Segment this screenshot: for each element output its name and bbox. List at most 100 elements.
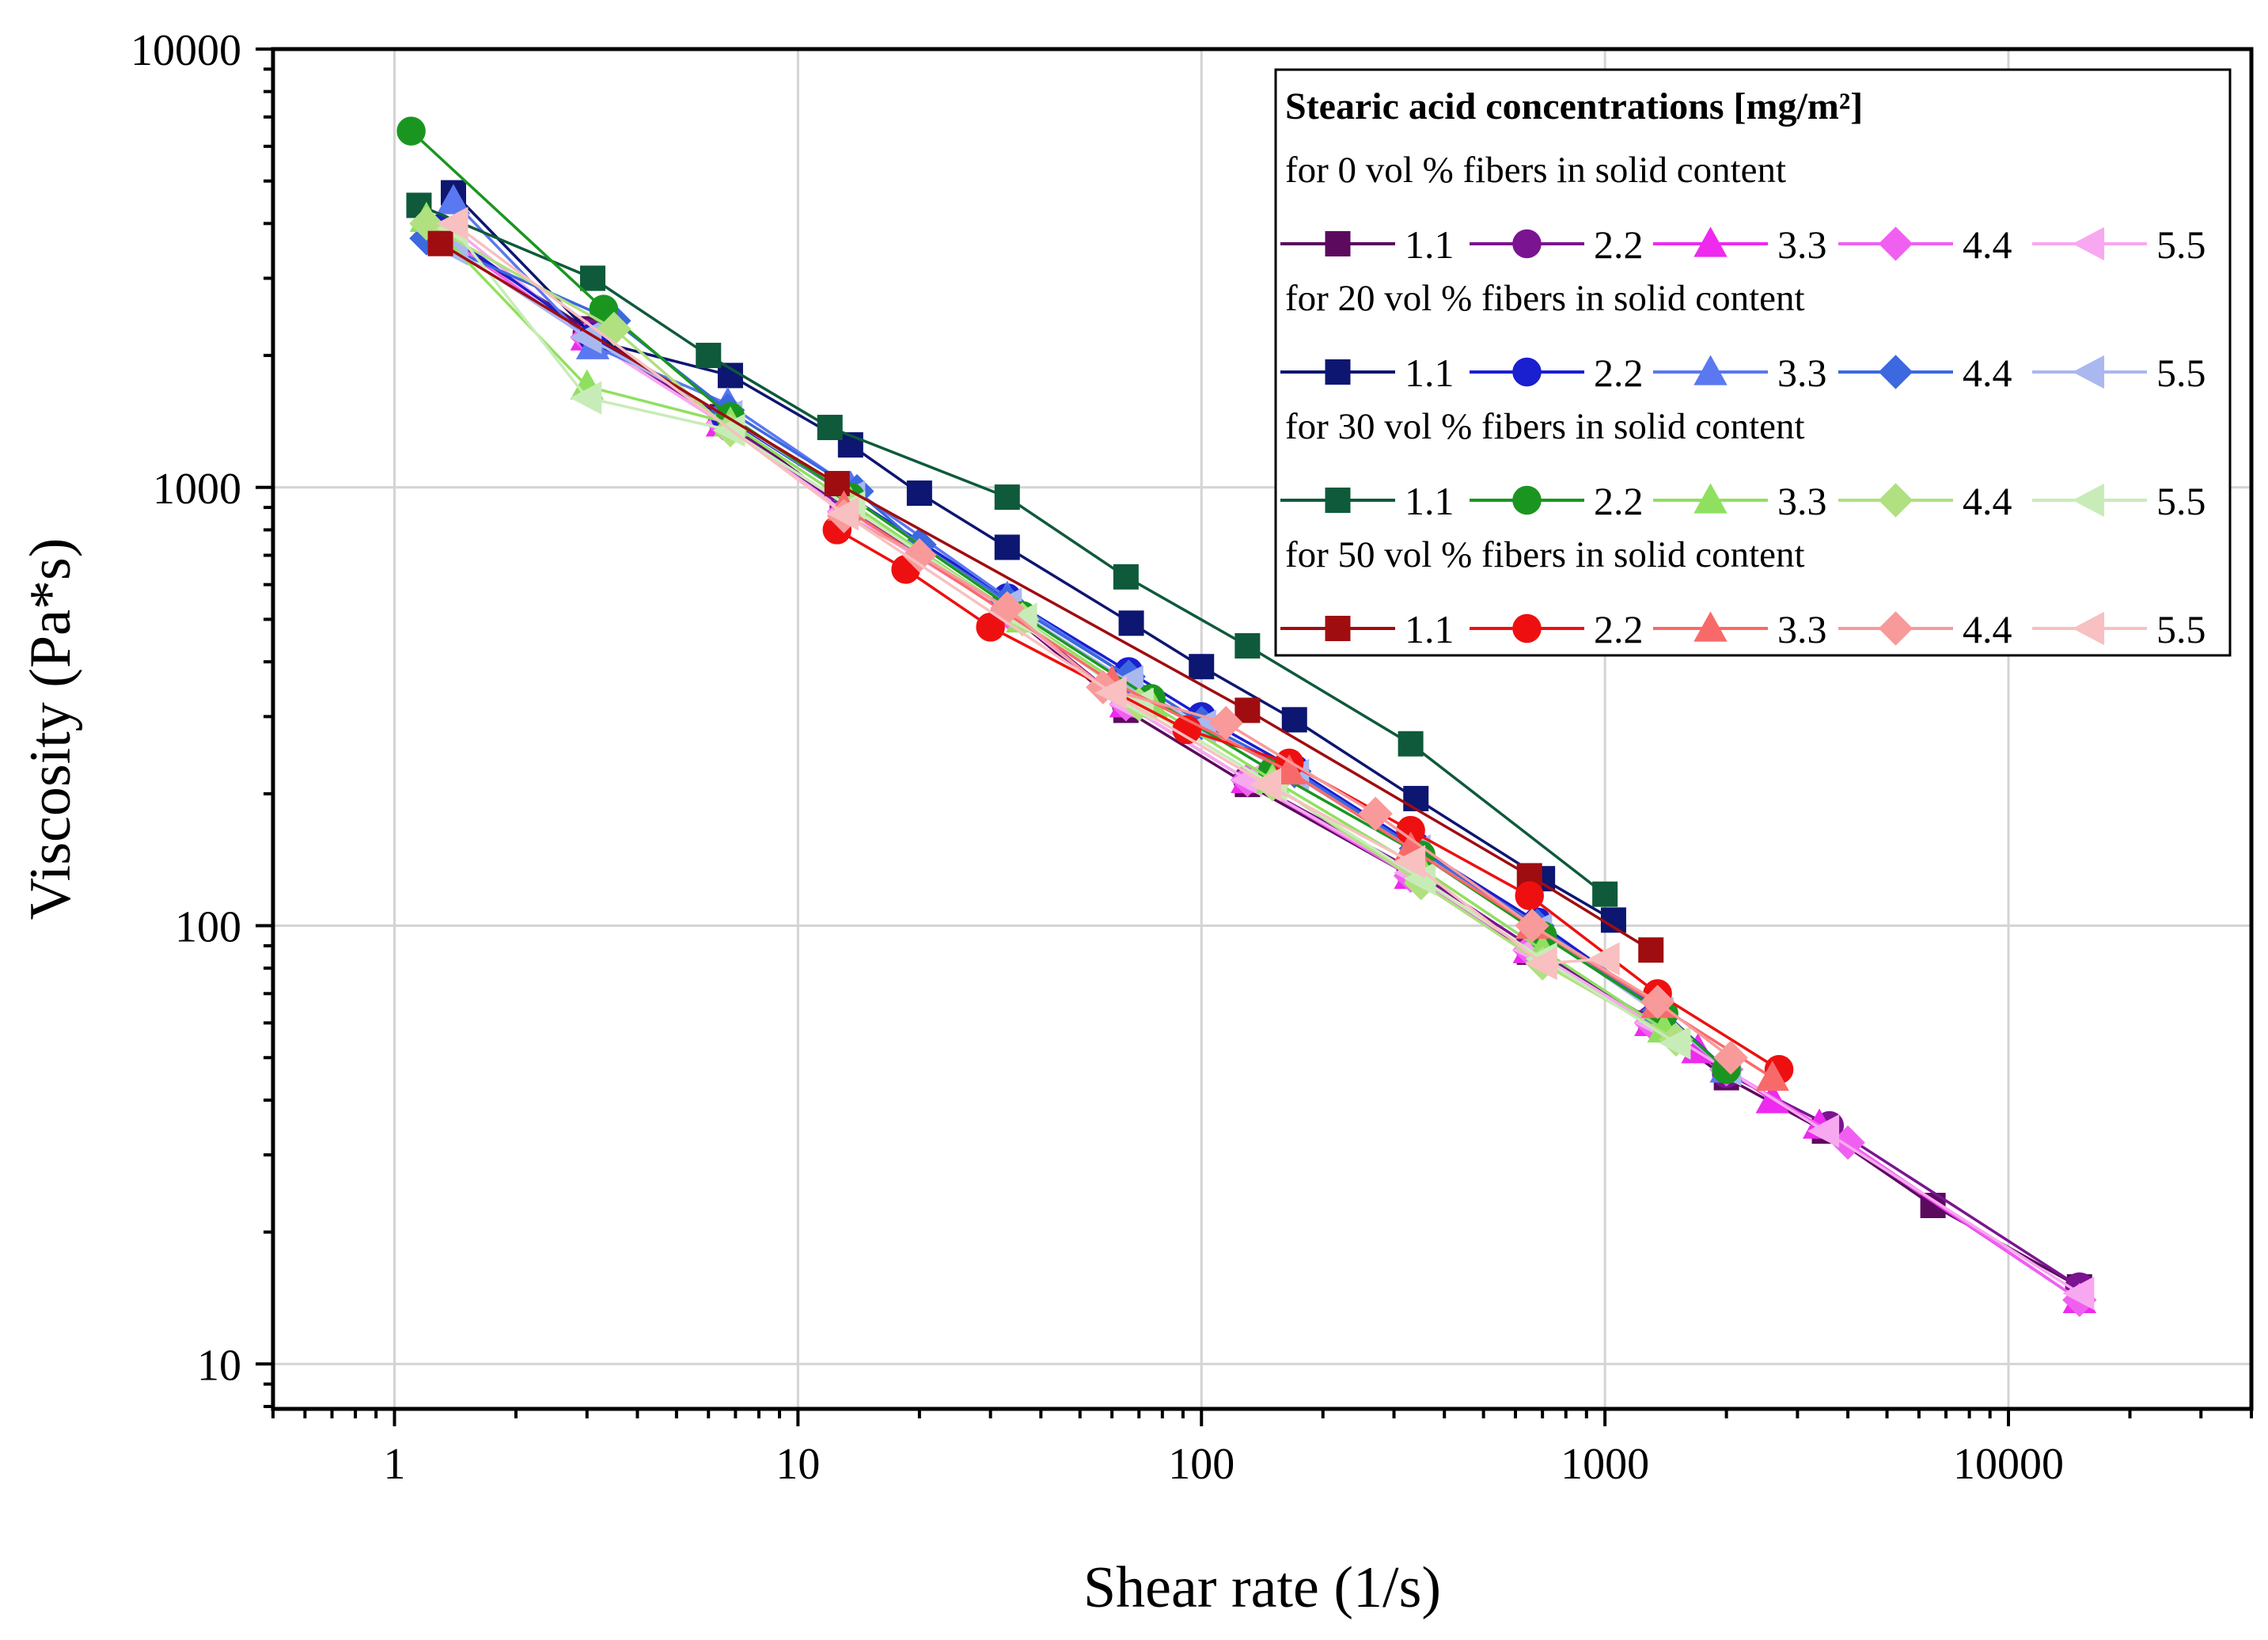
axes: 1 10 100 1000 10000 10 100 1000 10000 <box>131 26 2253 1489</box>
data-point <box>436 207 468 241</box>
y-tick-label: 10000 <box>131 26 241 75</box>
data-point <box>824 471 850 497</box>
legend-label: 1.1 <box>1405 351 1454 395</box>
x-tick-label: 100 <box>1168 1440 1235 1489</box>
legend-label: 1.1 <box>1405 479 1454 523</box>
data-point <box>696 343 722 369</box>
data-point <box>1235 632 1261 659</box>
data-point <box>1398 731 1424 757</box>
data-point <box>1393 845 1426 879</box>
legend-marker <box>1325 616 1351 641</box>
legend-label: 1.1 <box>1405 607 1454 651</box>
data-point <box>1113 564 1139 590</box>
legend-marker <box>1512 229 1542 259</box>
data-point <box>826 497 859 531</box>
data-point <box>1755 1061 1789 1091</box>
data-point <box>1403 785 1429 811</box>
data-point <box>1640 985 1675 1019</box>
legend-marker <box>2072 226 2105 261</box>
legend-marker <box>1693 226 1728 257</box>
data-point <box>580 265 606 291</box>
data-point <box>817 415 843 441</box>
y-tick-label: 10 <box>197 1341 241 1390</box>
legend-box <box>1274 68 2232 657</box>
data-point <box>1118 610 1144 636</box>
data-point <box>1358 796 1393 831</box>
y-axis-title: Viscosity (Pa*s) <box>18 538 83 921</box>
data-point <box>1592 881 1618 907</box>
legend-label: 4.4 <box>1963 479 2012 523</box>
legend-label: 2.2 <box>1594 222 1644 267</box>
data-point <box>837 432 863 458</box>
legend-marker <box>1693 355 1728 385</box>
series-line <box>426 237 1660 1012</box>
legend-label: 5.5 <box>2156 351 2206 395</box>
legend-marker <box>1693 483 1728 514</box>
legend-marker <box>2072 611 2105 646</box>
legend-marker <box>1878 355 1913 389</box>
data-point <box>1659 1026 1691 1060</box>
legend-label: 3.3 <box>1777 351 1827 395</box>
x-tick-label: 10 <box>776 1440 820 1489</box>
legend-label: 3.3 <box>1777 607 1827 651</box>
legend-label: 3.3 <box>1777 479 1827 523</box>
series-50-vol-4-4 <box>826 499 1748 1075</box>
legend-label: 5.5 <box>2156 607 2206 651</box>
y-tick-label: 100 <box>175 903 241 952</box>
legend-marker <box>1512 357 1542 387</box>
legend-label: 2.2 <box>1594 479 1644 523</box>
legend-label: 3.3 <box>1777 222 1827 267</box>
data-point <box>994 534 1020 560</box>
legend-marker <box>1878 483 1913 518</box>
legend-group-label: for 50 vol % fibers in solid content <box>1285 534 1805 575</box>
legend-label: 4.4 <box>1963 351 2012 395</box>
data-point <box>1281 707 1307 733</box>
series-line <box>452 192 1614 921</box>
legend-group-label: for 0 vol % fibers in solid content <box>1285 150 1786 191</box>
legend-marker <box>1693 611 1728 642</box>
data-point <box>1587 942 1620 976</box>
data-point <box>1638 937 1664 963</box>
data-point <box>1807 1114 1840 1148</box>
legend-marker <box>1325 359 1351 385</box>
data-point <box>427 230 453 256</box>
legend-marker <box>1878 611 1913 646</box>
legend-label: 5.5 <box>2156 222 2206 267</box>
data-point <box>1094 676 1127 710</box>
legend-label: 1.1 <box>1405 222 1454 267</box>
data-point <box>1515 908 1549 943</box>
data-point <box>994 484 1020 511</box>
legend-title: Stearic acid concentrations [mg/m²] <box>1285 85 1863 127</box>
legend-label: 2.2 <box>1594 351 1644 395</box>
series-layer <box>396 116 2097 1318</box>
x-tick-label: 1000 <box>1561 1440 1649 1489</box>
legend-marker <box>1512 485 1542 515</box>
legend-marker <box>2072 483 2105 518</box>
plot-frame <box>271 47 2254 1411</box>
legend-label: 4.4 <box>1963 607 2012 651</box>
legend-label: 4.4 <box>1963 222 2012 267</box>
data-point <box>1272 754 1307 785</box>
y-tick-label: 1000 <box>153 465 241 514</box>
data-point <box>1208 705 1243 741</box>
data-point <box>570 320 602 355</box>
data-point <box>570 381 602 415</box>
x-tick-label: 10000 <box>1953 1440 2064 1489</box>
data-point <box>396 116 426 146</box>
series-30-vol-1-1 <box>406 192 1618 907</box>
data-point <box>1713 1040 1748 1075</box>
legend-marker <box>1512 613 1542 643</box>
data-point <box>2062 1276 2095 1311</box>
legend-group-label: for 20 vol % fibers in solid content <box>1285 278 1805 319</box>
legend-label: 2.2 <box>1594 607 1644 651</box>
data-point <box>1235 697 1261 723</box>
legend-marker <box>1878 226 1913 261</box>
legend-marker <box>1325 488 1351 513</box>
series-50-vol-5-5 <box>436 207 1620 981</box>
legend-marker <box>2072 355 2105 389</box>
x-axis-title: Shear rate (1/s) <box>1083 1555 1441 1620</box>
data-point <box>436 184 471 214</box>
series-line <box>425 218 1665 1031</box>
data-point <box>1515 881 1544 911</box>
